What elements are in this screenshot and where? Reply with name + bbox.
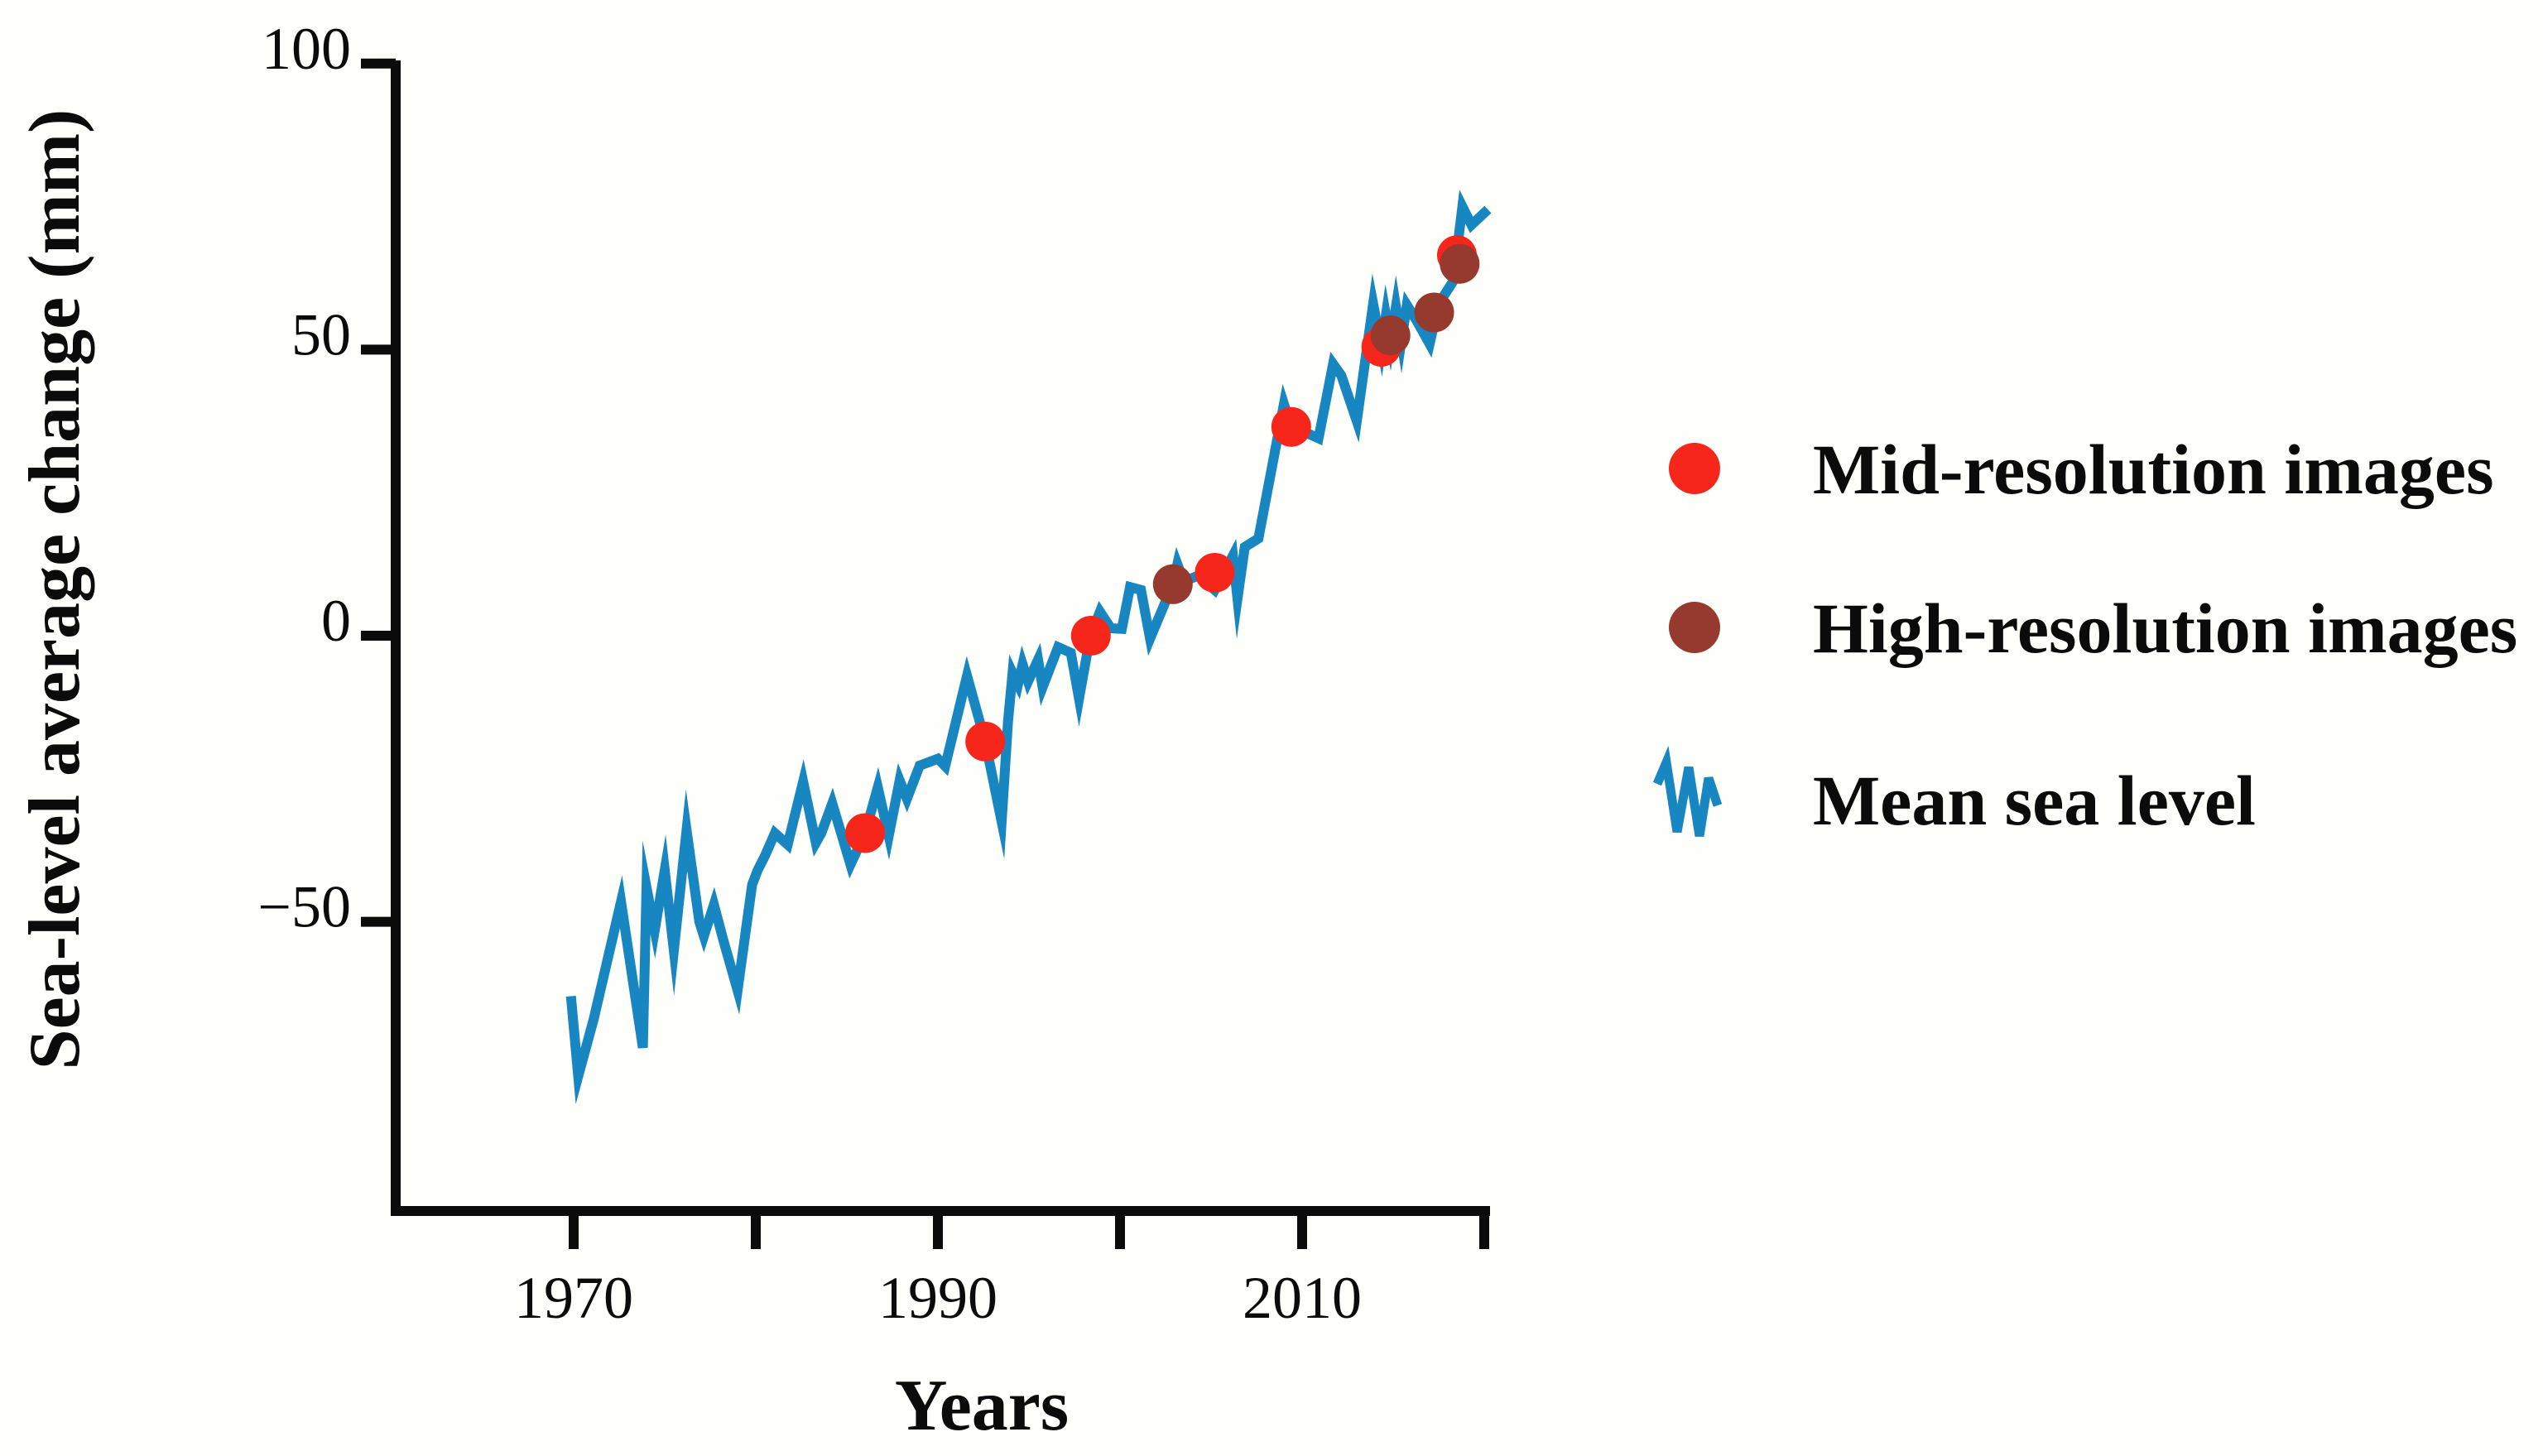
legend-item-high-resolution-images: High-resolution images bbox=[1669, 589, 2517, 668]
legend-dot-marker bbox=[1669, 443, 1720, 494]
y-axis-title: Sea-level average change (mm) bbox=[15, 109, 95, 1070]
legend: Mid-resolution images High-resolution ima… bbox=[1652, 430, 2517, 840]
legend-item-mean-sea-level: Mean sea level bbox=[1652, 746, 2256, 840]
legend-dot-marker bbox=[1669, 602, 1720, 653]
mid-resolution-point bbox=[965, 721, 1006, 762]
mid-resolution-point bbox=[1070, 616, 1111, 656]
mid-resolution-point bbox=[1195, 552, 1235, 593]
high-resolution-point bbox=[1440, 243, 1480, 284]
high-resolution-point bbox=[1370, 315, 1411, 356]
high-resolution-point bbox=[1152, 564, 1193, 604]
y-tick-label: −50 bbox=[257, 874, 351, 940]
y-tick-label: 0 bbox=[321, 588, 351, 654]
plot-area: 100 50 0 −50 1970 1990 2010 bbox=[257, 16, 1492, 1331]
legend-item-label: High-resolution images bbox=[1813, 589, 2517, 668]
y-tick-label: 50 bbox=[291, 301, 351, 368]
mid-resolution-point bbox=[845, 813, 885, 853]
high-resolution-point bbox=[1414, 292, 1454, 333]
x-tick-label: 1990 bbox=[878, 1265, 997, 1331]
legend-item-label: Mean sea level bbox=[1813, 761, 2256, 840]
x-tick-label: 1970 bbox=[514, 1265, 633, 1331]
legend-zigzag-marker bbox=[1652, 746, 1723, 837]
axes-spine bbox=[391, 60, 1490, 1216]
y-tick-label: 100 bbox=[262, 16, 351, 82]
mean-sea-level-line bbox=[565, 190, 1492, 1105]
mid-resolution-point bbox=[1271, 406, 1311, 447]
x-tick-label: 2010 bbox=[1243, 1265, 1362, 1331]
legend-item-mid-resolution-images: Mid-resolution images bbox=[1669, 430, 2494, 509]
x-axis-title: Years bbox=[895, 1366, 1069, 1446]
legend-item-label: Mid-resolution images bbox=[1813, 430, 2494, 509]
